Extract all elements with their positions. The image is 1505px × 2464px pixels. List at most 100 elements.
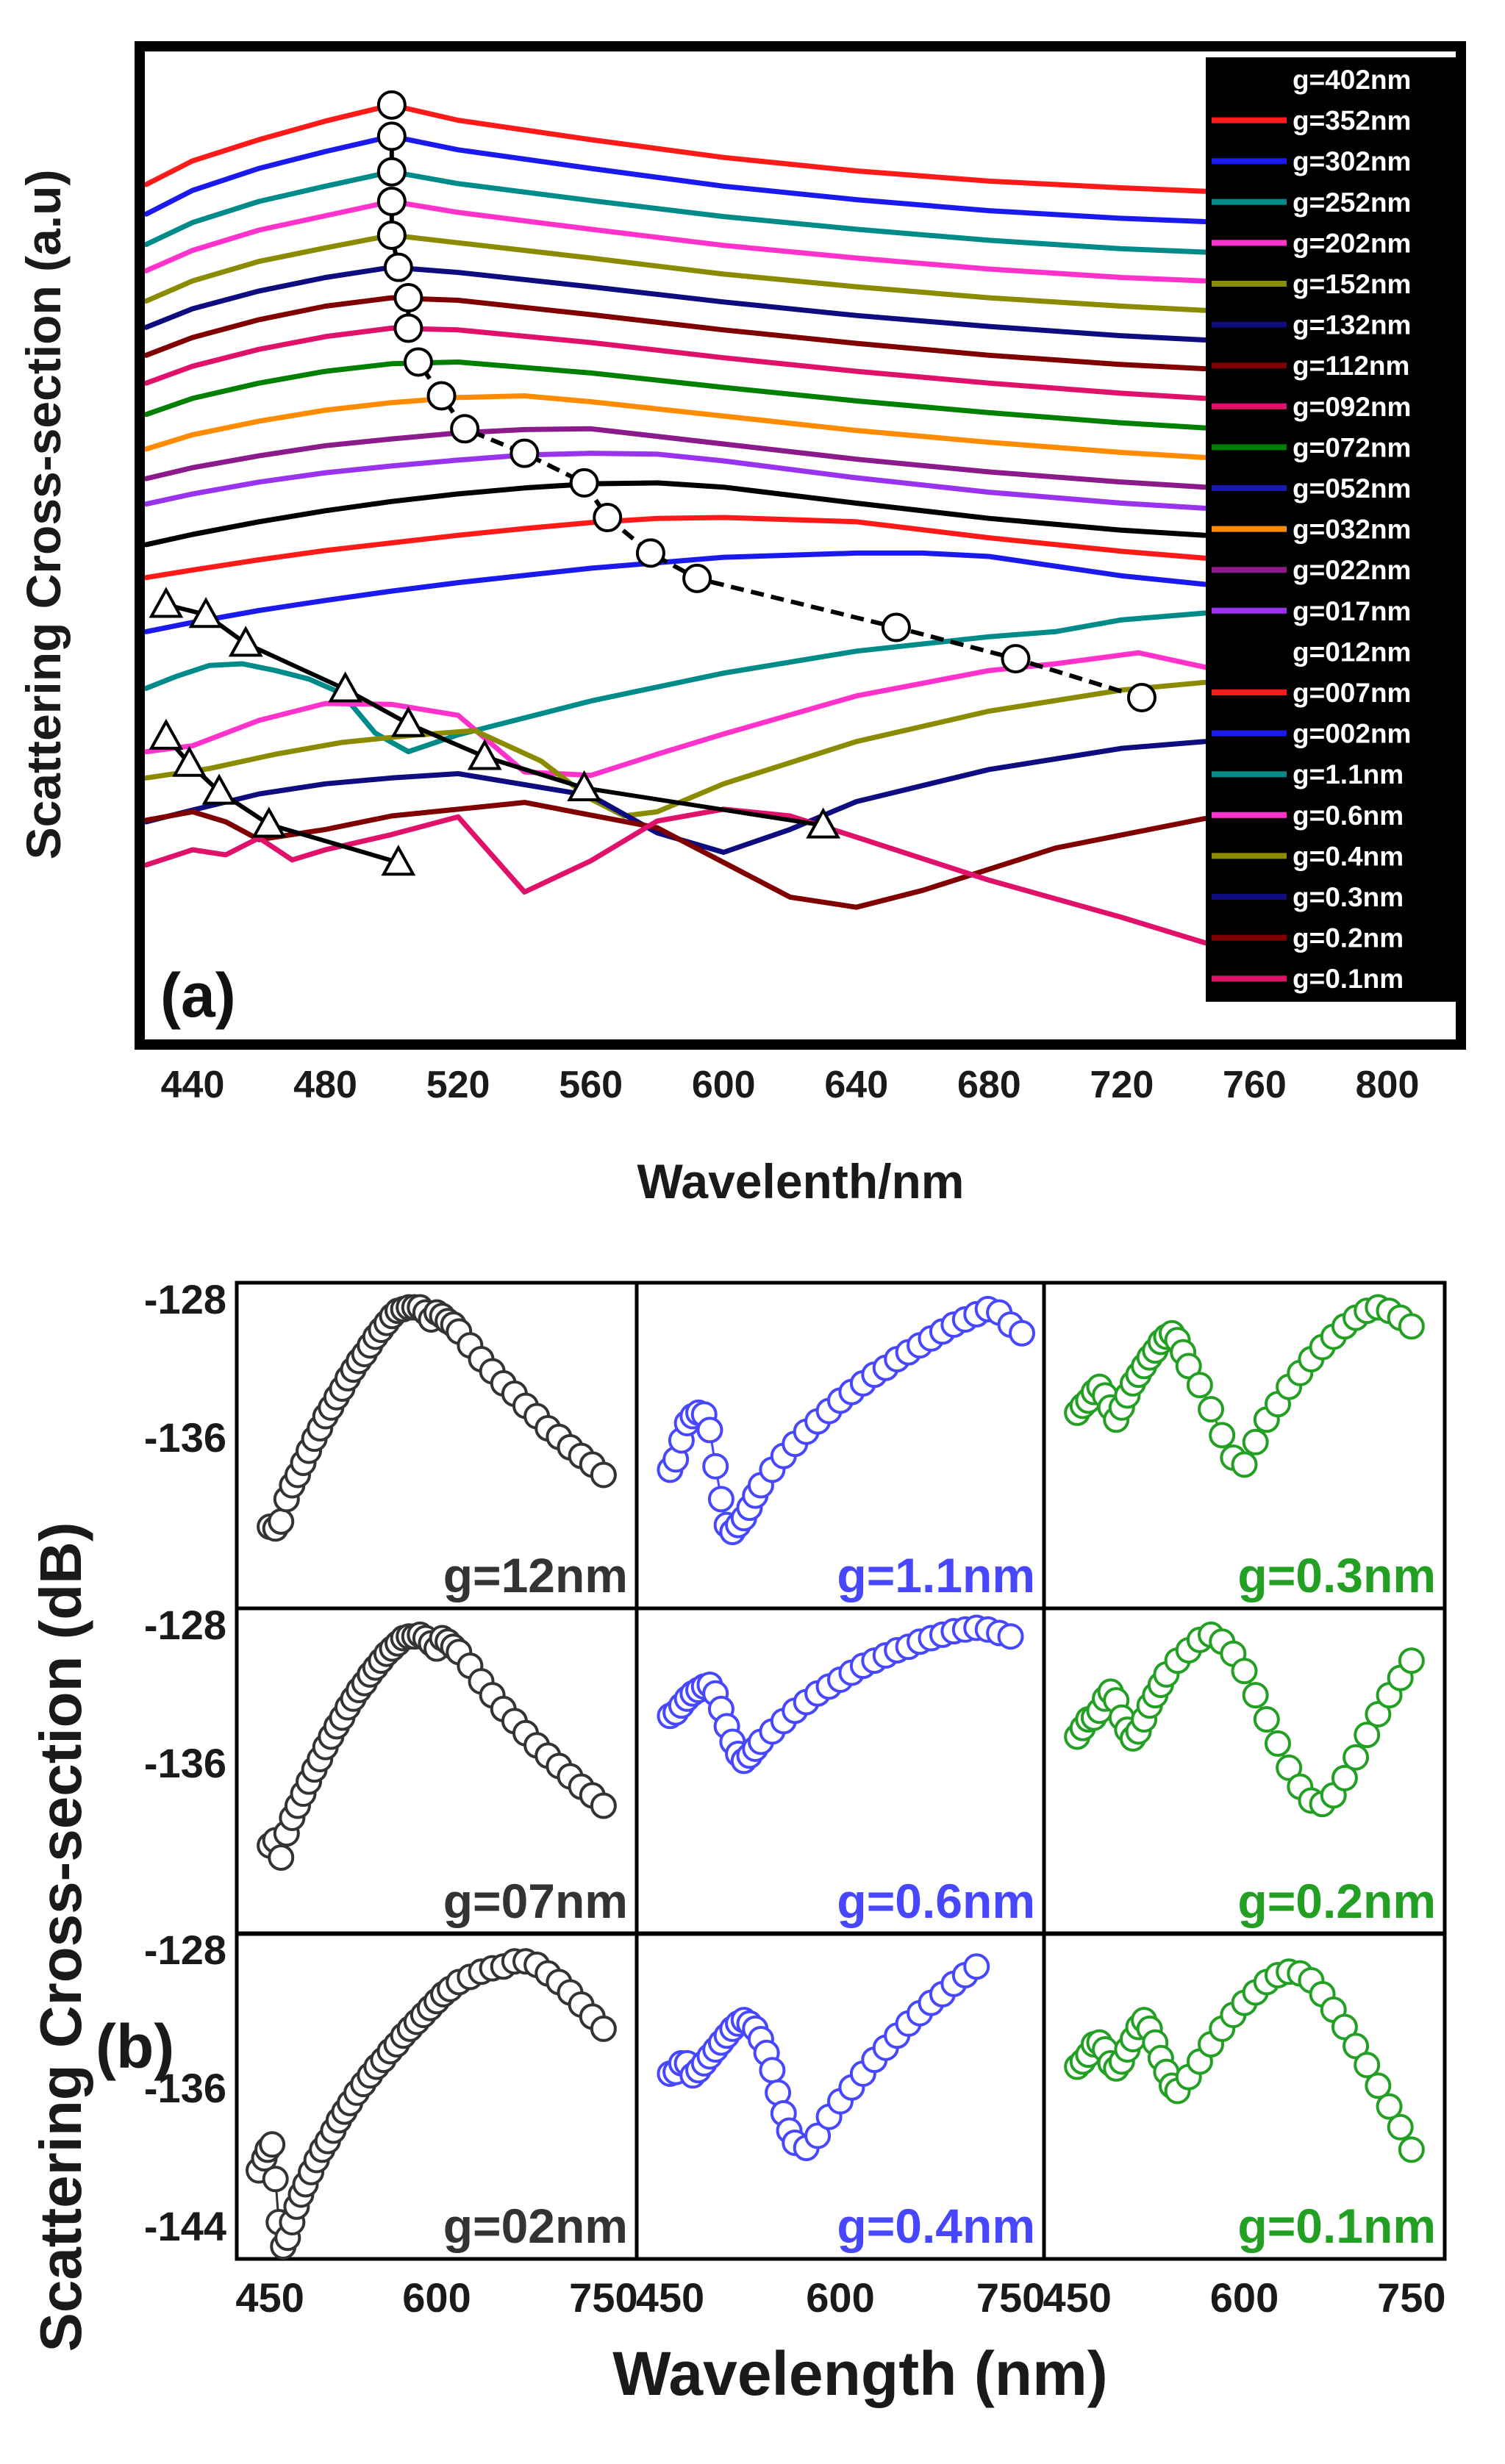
legend-label-g-052nm: g=052nm xyxy=(1293,473,1411,504)
legend-label-g-302nm: g=302nm xyxy=(1293,146,1411,176)
legend-label-g-022nm: g=022nm xyxy=(1293,555,1411,585)
panel-a-legend: g=402nm g=352nm g=302nm g=252nm g=202nm g=152… xyxy=(1206,57,1456,1002)
x-tick-label: 750 xyxy=(569,2274,637,2321)
subplot-g-0-2nm: g=0.2nm xyxy=(1042,1606,1447,1936)
panel-b-small-multiples: g=12nm g=1.1nm g=0.3nm g=07nm g=0.6nm g=0.2nm… xyxy=(235,1281,1447,2261)
curve-g-072nm xyxy=(143,359,1208,431)
legend-label-g-252nm: g=252nm xyxy=(1293,187,1411,218)
peak-marker xyxy=(510,438,540,468)
legend-label-g-152nm: g=152nm xyxy=(1293,269,1411,299)
dip-marker xyxy=(149,587,184,618)
peak-marker xyxy=(376,220,407,250)
y-tick-label: -136 xyxy=(144,1740,226,1786)
dip-marker xyxy=(467,739,502,770)
data-point xyxy=(1331,1764,1358,1791)
data-point xyxy=(259,2131,286,2158)
data-point xyxy=(1242,1682,1269,1709)
dip-marker xyxy=(149,718,184,750)
legend-label-g-0-6nm: g=0.6nm xyxy=(1293,801,1404,831)
peak-marker xyxy=(1001,644,1031,674)
data-point xyxy=(1398,2136,1425,2163)
panel-a-curves xyxy=(143,102,1208,945)
curve-g-092nm xyxy=(143,325,1208,401)
curve-g-0-1nm xyxy=(143,806,1208,945)
data-point xyxy=(1209,1422,1236,1449)
dip-marker xyxy=(188,597,224,628)
data-point xyxy=(1354,1722,1381,1749)
y-tick-label: -144 xyxy=(144,2203,226,2249)
peak-marker xyxy=(635,538,665,568)
panel-b-y-ticks: -128 -136 -128 -136 -128 -136 -144 xyxy=(144,1276,226,2249)
legend-label-g-092nm: g=092nm xyxy=(1293,392,1411,422)
legend-label-g-112nm: g=112nm xyxy=(1293,351,1409,381)
data-point xyxy=(262,2166,289,2193)
data-point xyxy=(590,1461,617,1489)
legend-label-g-072nm: g=072nm xyxy=(1293,432,1411,462)
peak-marker xyxy=(881,612,911,642)
data-point xyxy=(590,2015,617,2042)
data-point xyxy=(804,2122,832,2149)
data-point xyxy=(997,1623,1024,1650)
data-point xyxy=(590,1792,617,1819)
peak-marker xyxy=(682,563,712,593)
x-tick-label: 440 xyxy=(161,1064,225,1106)
curve-g-0-2nm xyxy=(143,800,1208,910)
subplot-gap-label: g=0.2nm xyxy=(1237,1874,1436,1928)
curve-g-202nm xyxy=(143,198,1208,284)
x-tick-label: 560 xyxy=(559,1064,623,1106)
subplot-gap-label: g=0.4nm xyxy=(837,2199,1035,2253)
curve-g-002nm xyxy=(143,550,1208,634)
peak-marker xyxy=(383,252,413,282)
peak-marker xyxy=(450,414,480,444)
peak-marker xyxy=(376,90,407,120)
data-point xyxy=(696,1417,723,1444)
x-tick-label: 600 xyxy=(806,2274,874,2321)
panel-a-label: (a) xyxy=(160,961,236,1030)
data-point xyxy=(1365,2072,1392,2099)
y-tick-label: -128 xyxy=(144,1927,226,1973)
subplot-g-0-6nm: g=0.6nm xyxy=(634,1606,1046,1936)
legend-label-g-0-3nm: g=0.3nm xyxy=(1293,882,1404,912)
subplot-gap-label: g=1.1nm xyxy=(837,1548,1035,1602)
subplot-g-02nm: g=02nm xyxy=(235,1931,639,2261)
data-point xyxy=(1253,1706,1280,1733)
curve-g-1-1nm xyxy=(143,610,1208,755)
subplot-g-0-3nm: g=0.3nm xyxy=(1042,1281,1447,1611)
peak-marker xyxy=(376,121,407,151)
data-point xyxy=(1231,1658,1258,1685)
subplot-g-0-1nm: g=0.1nm xyxy=(1042,1931,1447,2261)
data-point xyxy=(1009,1319,1035,1347)
panel-a-plot-frame xyxy=(135,41,1466,1050)
curve-g-012nm xyxy=(143,480,1208,548)
data-point xyxy=(1242,1428,1269,1455)
peak-marker xyxy=(593,503,623,533)
subplot-gap-label: g=12nm xyxy=(443,1548,628,1602)
dip-marker xyxy=(381,845,416,876)
x-tick-label: 480 xyxy=(293,1064,357,1106)
peak-marker xyxy=(403,347,433,377)
x-tick-label: 600 xyxy=(402,2274,471,2321)
subplot-gap-label: g=07nm xyxy=(443,1874,628,1928)
panel-b-x-axis-title: Wavelength (nm) xyxy=(612,2339,1108,2408)
panel-a-x-axis-title: Wavelenth/nm xyxy=(637,1154,965,1208)
data-point xyxy=(1276,1754,1303,1781)
legend-label-g-402nm: g=402nm xyxy=(1293,65,1411,95)
peak-marker xyxy=(426,381,457,411)
subplot-gap-label: g=02nm xyxy=(443,2199,628,2253)
y-tick-label: -128 xyxy=(144,1276,226,1322)
legend-label-g-0-2nm: g=0.2nm xyxy=(1293,923,1404,953)
x-tick-label: 750 xyxy=(976,2274,1045,2321)
subplot-g-07nm: g=07nm xyxy=(235,1606,639,1936)
legend-label-g-1-1nm: g=1.1nm xyxy=(1293,759,1404,789)
x-tick-label: 760 xyxy=(1223,1064,1287,1106)
dip-marker xyxy=(172,745,207,777)
y-tick-label: -136 xyxy=(144,1414,226,1461)
data-point xyxy=(1398,1647,1425,1675)
x-tick-label: 640 xyxy=(824,1064,888,1106)
data-point xyxy=(1231,1451,1258,1478)
x-tick-label: 520 xyxy=(426,1064,490,1106)
dip-marker xyxy=(201,773,237,805)
x-tick-label: 450 xyxy=(235,2274,304,2321)
